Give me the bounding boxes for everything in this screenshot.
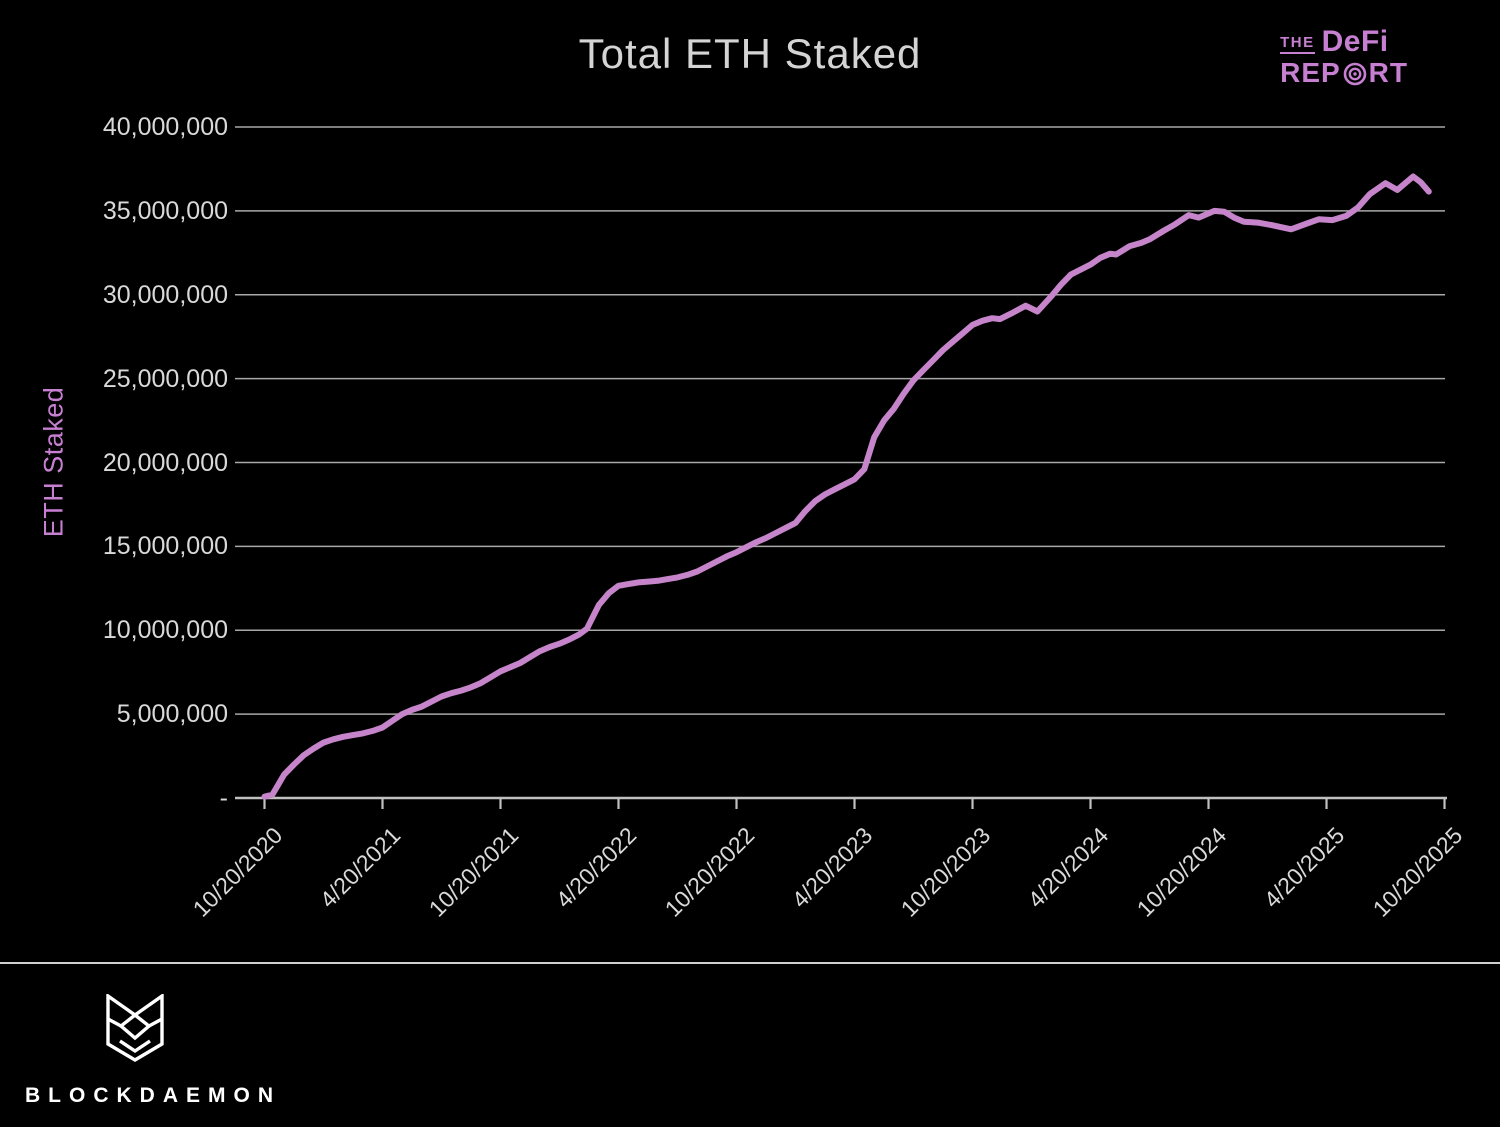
y-tick-label: 25,000,000 [102, 364, 228, 393]
y-tick-label: 5,000,000 [116, 700, 228, 729]
bullseye-icon [1343, 62, 1366, 86]
y-tick-label: 40,000,000 [102, 113, 228, 141]
y-tick-label: 10,000,000 [102, 616, 228, 645]
footer-divider [0, 962, 1500, 964]
defi-report-rep-label: REP [1280, 57, 1341, 88]
y-axis-title: ETH Staked [38, 386, 69, 538]
blockdaemon-fox-icon [106, 994, 164, 1062]
defi-report-logo-line2: REP RT [1280, 59, 1408, 87]
defi-report-rt-label: RT [1368, 57, 1408, 88]
y-tick-label: 30,000,000 [102, 280, 228, 309]
chart-title: Total ETH Staked [578, 30, 922, 77]
y-tick-label: 35,000,000 [102, 196, 228, 225]
defi-report-logo: THE DeFi REP RT [1280, 27, 1408, 87]
y-tick-label: 15,000,000 [102, 532, 228, 561]
total-eth-staked-line [261, 173, 1432, 800]
blockdaemon-wordmark: BLOCKDAEMON [25, 1084, 281, 1107]
y-tick-label: 20,000,000 [102, 448, 228, 477]
y-tick-label: - [219, 784, 228, 812]
defi-report-the-label: THE [1280, 35, 1315, 54]
defi-report-defi-label: DeFi [1321, 25, 1389, 58]
defi-report-logo-line1: THE DeFi [1280, 27, 1408, 57]
